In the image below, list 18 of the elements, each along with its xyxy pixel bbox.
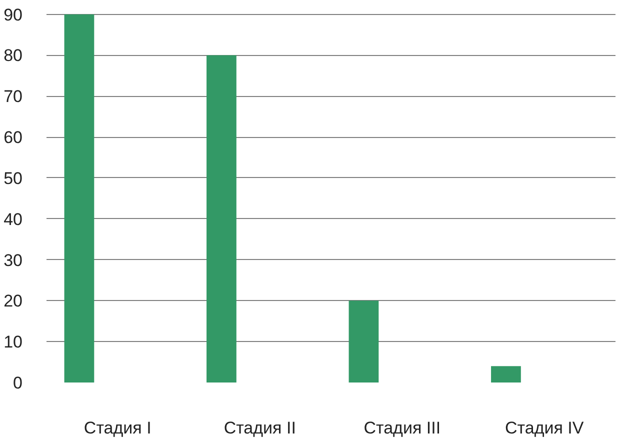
bar: [491, 366, 521, 382]
y-tick-label: 20: [4, 292, 23, 311]
y-tick-label: 40: [4, 210, 23, 229]
y-tick-label: 70: [4, 87, 23, 106]
bar: [206, 55, 236, 382]
bar: [64, 14, 94, 382]
y-tick-label: 30: [4, 250, 23, 270]
y-tick-label: 10: [4, 332, 23, 352]
y-tick-label: 60: [4, 128, 23, 148]
y-tick-label: 0: [13, 374, 23, 392]
bar: [348, 300, 379, 382]
x-tick-label: Стадия III: [364, 418, 441, 438]
x-tick-label: Стадия I: [84, 418, 152, 438]
x-tick-label: Стадия II: [224, 418, 296, 438]
x-tick-label: Стадия IV: [505, 418, 584, 438]
y-tick-label: 50: [4, 168, 23, 188]
y-tick-label: 80: [4, 46, 23, 66]
y-tick-label: 90: [4, 5, 23, 24]
